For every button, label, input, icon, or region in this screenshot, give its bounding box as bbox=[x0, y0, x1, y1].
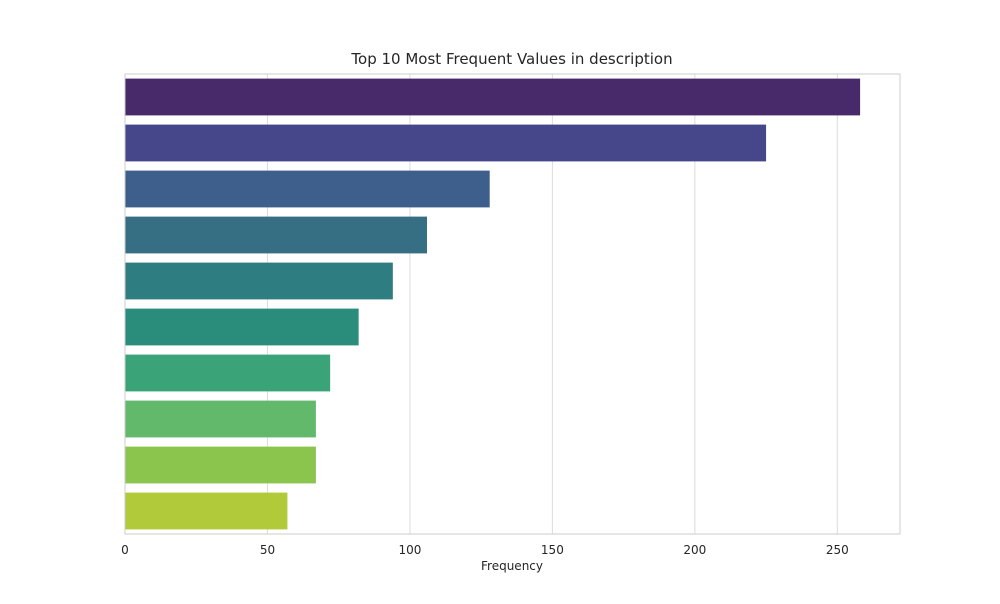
bar bbox=[125, 262, 393, 300]
x-tick-label: 100 bbox=[398, 543, 421, 557]
chart-title: Top 10 Most Frequent Values in descripti… bbox=[350, 50, 672, 68]
bar bbox=[125, 400, 316, 438]
bar bbox=[125, 308, 359, 346]
x-tick-label: 50 bbox=[260, 543, 275, 557]
x-tick-label: 250 bbox=[826, 543, 849, 557]
bar bbox=[125, 78, 861, 116]
x-axis-label: Frequency bbox=[481, 559, 543, 573]
x-tick-label: 0 bbox=[121, 543, 129, 557]
plot-frame bbox=[124, 73, 901, 535]
x-tick-labels: 0 50 100 150 200 250 bbox=[121, 543, 849, 557]
bar bbox=[125, 492, 288, 530]
x-tick-label: 150 bbox=[541, 543, 564, 557]
bars bbox=[125, 78, 861, 530]
bar bbox=[125, 354, 331, 392]
bar bbox=[125, 124, 767, 162]
x-tick-label: 200 bbox=[683, 543, 706, 557]
bar bbox=[125, 446, 316, 484]
bar bbox=[125, 216, 428, 254]
bar bbox=[125, 170, 490, 208]
